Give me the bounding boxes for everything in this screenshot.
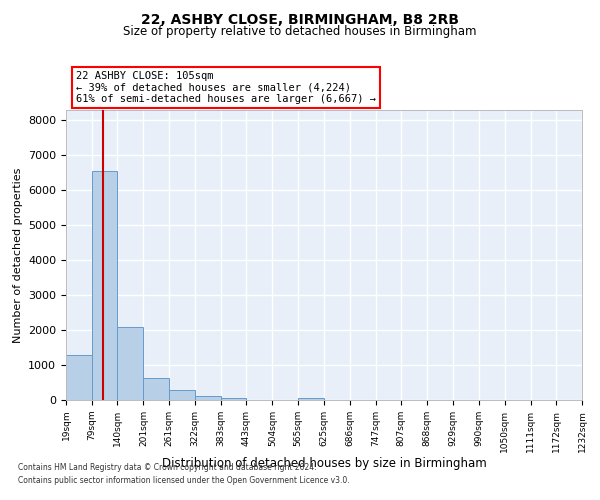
Text: Contains HM Land Registry data © Crown copyright and database right 2024.: Contains HM Land Registry data © Crown c…	[18, 464, 317, 472]
Bar	[66, 354, 92, 400]
Text: Size of property relative to detached houses in Birmingham: Size of property relative to detached ho…	[123, 25, 477, 38]
Bar	[298, 398, 324, 400]
Y-axis label: Number of detached properties: Number of detached properties	[13, 168, 23, 342]
X-axis label: Distribution of detached houses by size in Birmingham: Distribution of detached houses by size …	[161, 458, 487, 470]
Bar	[221, 398, 247, 400]
Bar	[118, 328, 143, 400]
Text: 22, ASHBY CLOSE, BIRMINGHAM, B8 2RB: 22, ASHBY CLOSE, BIRMINGHAM, B8 2RB	[141, 12, 459, 26]
Bar	[143, 378, 169, 400]
Bar	[169, 390, 195, 400]
Bar	[195, 396, 221, 400]
Bar	[92, 171, 118, 400]
Text: Contains public sector information licensed under the Open Government Licence v3: Contains public sector information licen…	[18, 476, 350, 485]
Text: 22 ASHBY CLOSE: 105sqm
← 39% of detached houses are smaller (4,224)
61% of semi-: 22 ASHBY CLOSE: 105sqm ← 39% of detached…	[76, 71, 376, 104]
